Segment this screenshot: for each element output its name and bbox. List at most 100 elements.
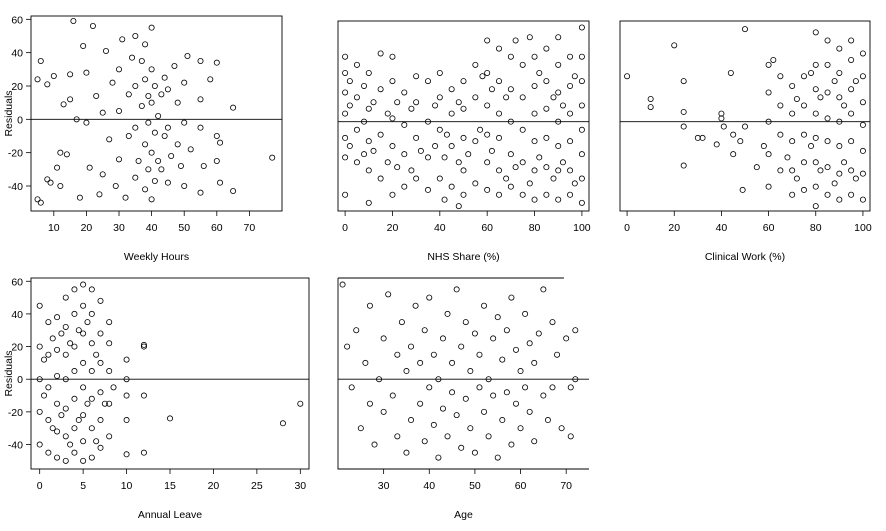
data-point	[408, 105, 415, 112]
data-point	[145, 119, 152, 126]
data-point	[401, 151, 408, 158]
data-point	[812, 203, 819, 210]
data-point	[784, 154, 791, 161]
data-point	[88, 368, 95, 375]
data-point	[567, 82, 574, 89]
data-point	[97, 330, 104, 337]
data-point	[432, 102, 439, 109]
data-point	[151, 177, 158, 184]
data-point	[403, 449, 410, 456]
data-point	[213, 59, 220, 66]
data-point	[512, 400, 519, 407]
data-point	[484, 159, 491, 166]
data-point	[166, 415, 173, 422]
y-tick-label: -40	[8, 181, 23, 193]
data-point	[394, 164, 401, 171]
data-point	[859, 50, 866, 57]
data-point	[812, 61, 819, 68]
data-point	[148, 99, 155, 106]
plot-frame	[30, 15, 283, 212]
data-point	[859, 99, 866, 106]
data-point	[508, 294, 515, 301]
data-point	[812, 86, 819, 93]
data-point	[836, 118, 843, 125]
data-point	[197, 189, 204, 196]
data-point	[578, 126, 585, 133]
x-tick-label: 50	[469, 480, 481, 492]
data-point	[848, 167, 855, 174]
data-point	[519, 61, 526, 68]
data-point	[401, 121, 408, 128]
x-tick-label: 50	[178, 222, 190, 234]
data-point	[436, 94, 443, 101]
data-point	[449, 389, 456, 396]
y-tick-label: 20	[11, 342, 23, 354]
data-point	[377, 131, 384, 138]
data-point	[555, 167, 562, 174]
data-point	[342, 154, 349, 161]
data-point	[213, 132, 220, 139]
y-axis-title: Residuals	[3, 350, 15, 396]
data-point	[789, 110, 796, 117]
data-point	[145, 166, 152, 173]
data-point	[517, 368, 524, 375]
data-point	[181, 182, 188, 189]
data-point	[269, 154, 276, 161]
data-point	[45, 319, 52, 326]
data-point	[353, 126, 360, 133]
x-axis-title: Annual Leave	[138, 509, 202, 521]
x-tick-label: 70	[560, 480, 572, 492]
data-point	[217, 179, 224, 186]
x-tick-label: 30	[113, 222, 125, 234]
data-point	[436, 175, 443, 182]
data-point	[106, 368, 113, 375]
data-point	[80, 359, 87, 366]
data-point	[462, 319, 469, 326]
data-point	[680, 78, 687, 85]
data-point	[344, 343, 351, 350]
data-point	[503, 389, 510, 396]
data-point	[164, 86, 171, 93]
data-point	[817, 167, 824, 174]
data-point	[417, 147, 424, 154]
data-point	[727, 69, 734, 76]
data-point	[448, 183, 455, 190]
data-point	[578, 53, 585, 60]
data-point	[496, 78, 503, 85]
y-tick-label: -20	[8, 148, 23, 160]
data-point	[496, 110, 503, 117]
data-point	[389, 191, 396, 198]
x-tick-label: 20	[208, 480, 220, 492]
x-tick-label: 80	[529, 222, 541, 234]
data-point	[217, 139, 224, 146]
data-point	[543, 164, 550, 171]
data-point	[377, 175, 384, 182]
data-point	[812, 110, 819, 117]
data-point	[531, 53, 538, 60]
data-point	[123, 356, 130, 363]
data-point	[181, 119, 188, 126]
data-point	[496, 134, 503, 141]
data-point	[503, 327, 510, 334]
data-point	[484, 186, 491, 193]
data-point	[567, 433, 574, 440]
data-point	[481, 302, 488, 309]
data-point	[571, 73, 578, 80]
data-point	[106, 319, 113, 326]
data-point	[346, 143, 353, 150]
panel-2: 0 20 40 60 80 100 NHS Share (%)	[337, 20, 591, 263]
data-point	[439, 405, 446, 412]
data-point	[730, 131, 737, 138]
x-axis-title: Clinical Work (%)	[705, 251, 785, 263]
plot-frame	[30, 277, 310, 470]
data-point	[499, 417, 506, 424]
data-point	[563, 335, 570, 342]
data-point	[365, 69, 372, 76]
data-point	[168, 152, 175, 159]
data-point	[88, 340, 95, 347]
data-point	[142, 141, 149, 148]
data-point	[67, 441, 74, 448]
data-point	[531, 110, 538, 117]
data-point	[389, 143, 396, 150]
data-point	[555, 89, 562, 96]
